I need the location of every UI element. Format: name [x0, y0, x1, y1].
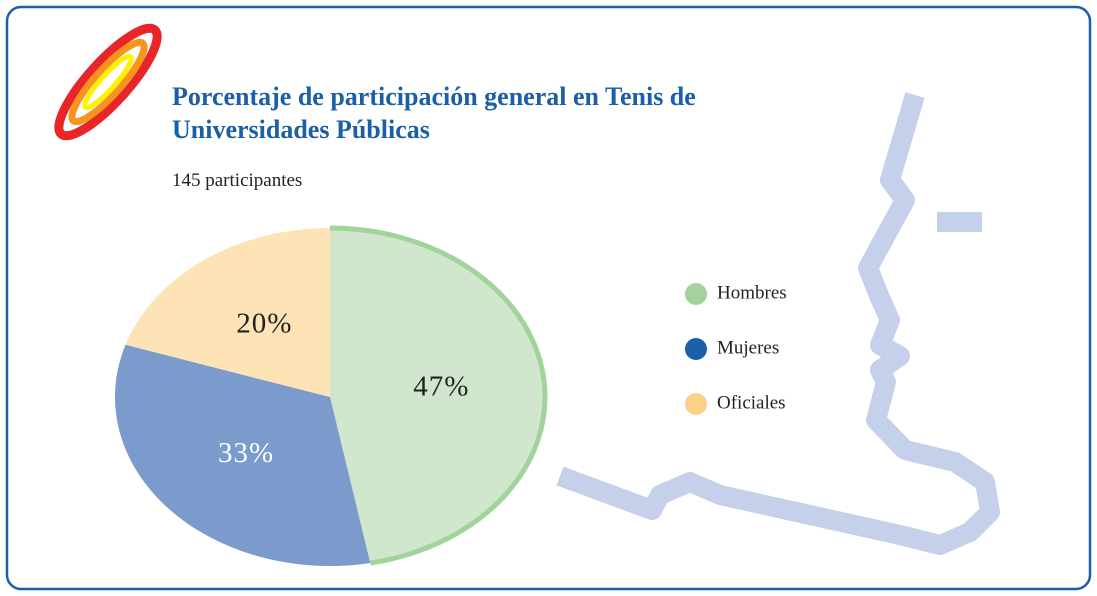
pie-slice — [125, 228, 330, 397]
panel-border — [5, 5, 1092, 591]
legend-swatch — [685, 338, 707, 360]
legend: Hombres Mujeres Oficiales — [685, 282, 787, 415]
legend-swatch — [685, 393, 707, 415]
data-label: 20% — [236, 308, 292, 340]
slice-edge — [329, 225, 548, 566]
chart-title: Porcentaje de participación general en T… — [172, 82, 696, 144]
data-label: 47% — [413, 370, 469, 402]
face-outline — [556, 92, 1000, 555]
pie: 47% 33% 20% — [115, 225, 548, 566]
legend-label: Hombres — [717, 282, 787, 303]
legend-swatch — [685, 283, 707, 305]
legend-label: Oficiales — [717, 392, 786, 413]
data-label: 33% — [218, 437, 274, 469]
chart-subtitle: 145 participantes — [172, 170, 303, 191]
pie-slice — [330, 228, 546, 564]
logo — [54, 23, 162, 141]
pie-slice — [115, 344, 371, 566]
legend-label: Mujeres — [717, 337, 779, 358]
